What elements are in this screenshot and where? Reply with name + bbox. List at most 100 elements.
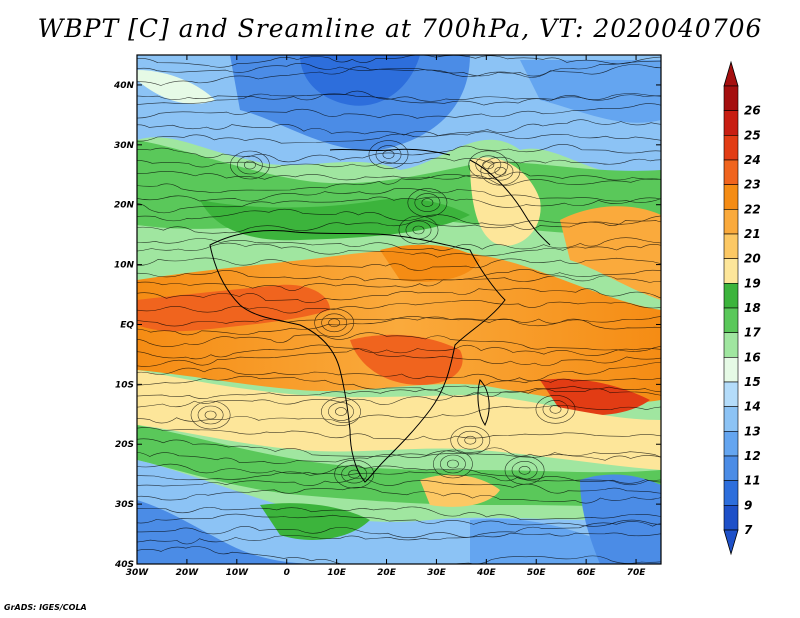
wbpt-field <box>137 55 661 564</box>
streamline <box>137 344 661 360</box>
streamline <box>137 90 661 105</box>
streamline <box>137 103 661 119</box>
streamline <box>137 287 661 303</box>
colorbar-swatch <box>723 283 739 309</box>
streamline <box>137 188 661 203</box>
streamline-eddy <box>468 150 509 180</box>
streamline-eddy <box>432 449 473 479</box>
y-tick-label: EQ <box>120 320 134 330</box>
colorbar-label: 21 <box>744 227 761 241</box>
y-tick-label: 10N <box>114 261 135 271</box>
streamline-eddy <box>314 308 355 338</box>
streamline-eddy <box>328 402 354 421</box>
colorbar-label: 18 <box>744 301 761 315</box>
streamline <box>137 385 661 399</box>
colorbar-swatch <box>723 332 739 358</box>
streamline <box>137 463 661 484</box>
streamline-eddy <box>236 155 263 175</box>
streamline-eddy <box>190 400 231 430</box>
streamline <box>137 348 661 367</box>
streamline-eddy <box>407 188 448 217</box>
streamline <box>137 361 661 382</box>
y-tick-label: 40N <box>113 81 135 91</box>
streamline <box>137 316 661 336</box>
colorbar-swatch <box>723 258 739 284</box>
streamline-eddy <box>457 430 484 450</box>
streamline <box>137 269 661 291</box>
y-tick-label: 20S <box>115 440 134 450</box>
y-tick-label: 20N <box>114 201 135 211</box>
colorbar-label: 26 <box>744 104 761 118</box>
streamline-eddy <box>504 455 545 485</box>
streamline <box>137 521 661 538</box>
streamline <box>137 131 661 144</box>
colorbar-swatch <box>723 135 739 161</box>
streamline-eddy <box>450 425 491 455</box>
colorbar-top-arrow <box>723 60 739 87</box>
streamline-eddy <box>375 145 402 164</box>
footer-credit: GrADS: IGES/COLA <box>4 603 87 612</box>
coastlines <box>209 148 551 483</box>
streamline-eddy <box>335 407 347 416</box>
x-tick-label: 60E <box>577 568 597 578</box>
streamline-eddy <box>341 464 368 484</box>
x-tick-label: 40E <box>476 568 497 578</box>
streamline <box>137 242 661 258</box>
streamline-eddy <box>494 166 507 176</box>
streamline <box>137 171 661 193</box>
colorbar-label: 16 <box>744 350 761 364</box>
streamline <box>137 270 661 283</box>
streamline <box>137 487 661 504</box>
streamline <box>137 477 661 494</box>
y-tick-label: 40S <box>114 560 134 570</box>
streamline-eddy <box>321 313 348 333</box>
streamline <box>137 257 661 271</box>
streamline <box>137 506 661 521</box>
streamline <box>137 157 661 168</box>
x-tick-label: 0 <box>284 568 290 578</box>
streamline <box>137 332 661 352</box>
x-tick-label: 30E <box>427 568 447 578</box>
colorbar-label: 14 <box>744 400 761 414</box>
y-tick-label: 10S <box>115 380 134 390</box>
colorbar-swatch <box>723 406 739 432</box>
streamline <box>137 513 661 527</box>
colorbar-swatch <box>723 307 739 333</box>
streamline <box>137 55 661 68</box>
colorbar-swatch <box>723 381 739 407</box>
x-tick-label: 70E <box>627 568 647 578</box>
colorbar-swatch <box>723 110 739 136</box>
streamline-eddy <box>518 465 531 475</box>
streamline-eddy <box>439 454 466 474</box>
y-tick-label: 30S <box>115 500 134 510</box>
streamline <box>137 300 661 314</box>
colorbar-swatch <box>723 480 739 506</box>
streamline-eddy <box>535 394 576 424</box>
streamline-eddy <box>197 405 224 425</box>
streamline <box>137 375 661 391</box>
colorbar-bottom-arrow <box>723 529 739 556</box>
y-tick-label: 30N <box>114 141 135 151</box>
streamline-eddy <box>328 318 341 328</box>
streamline-eddy <box>464 435 477 445</box>
colorbar-label: 17 <box>744 326 761 340</box>
streamline-eddy <box>412 225 425 235</box>
streamline <box>137 451 661 464</box>
colorbar-swatch <box>723 233 739 259</box>
colorbar: 26 25 24 23 22 21 20 19 18 17 16 15 14 13 12 11 9 7 <box>723 60 761 556</box>
streamline-eddy <box>511 460 538 480</box>
colorbar-label: 11 <box>744 474 761 488</box>
streamline <box>137 208 661 226</box>
colorbar-label: 24 <box>744 153 761 167</box>
colorbar-label: 13 <box>744 424 761 438</box>
streamline <box>137 63 661 77</box>
streamline-eddy <box>321 397 361 426</box>
x-tick-label: 20W <box>176 568 200 578</box>
colorbar-label: 15 <box>744 375 761 389</box>
colorbar-label: 12 <box>744 449 761 463</box>
colorbar-label: 23 <box>744 178 761 192</box>
x-tick-label: 10W <box>226 568 250 578</box>
streamline <box>137 427 661 441</box>
streamline-eddy <box>480 156 521 186</box>
